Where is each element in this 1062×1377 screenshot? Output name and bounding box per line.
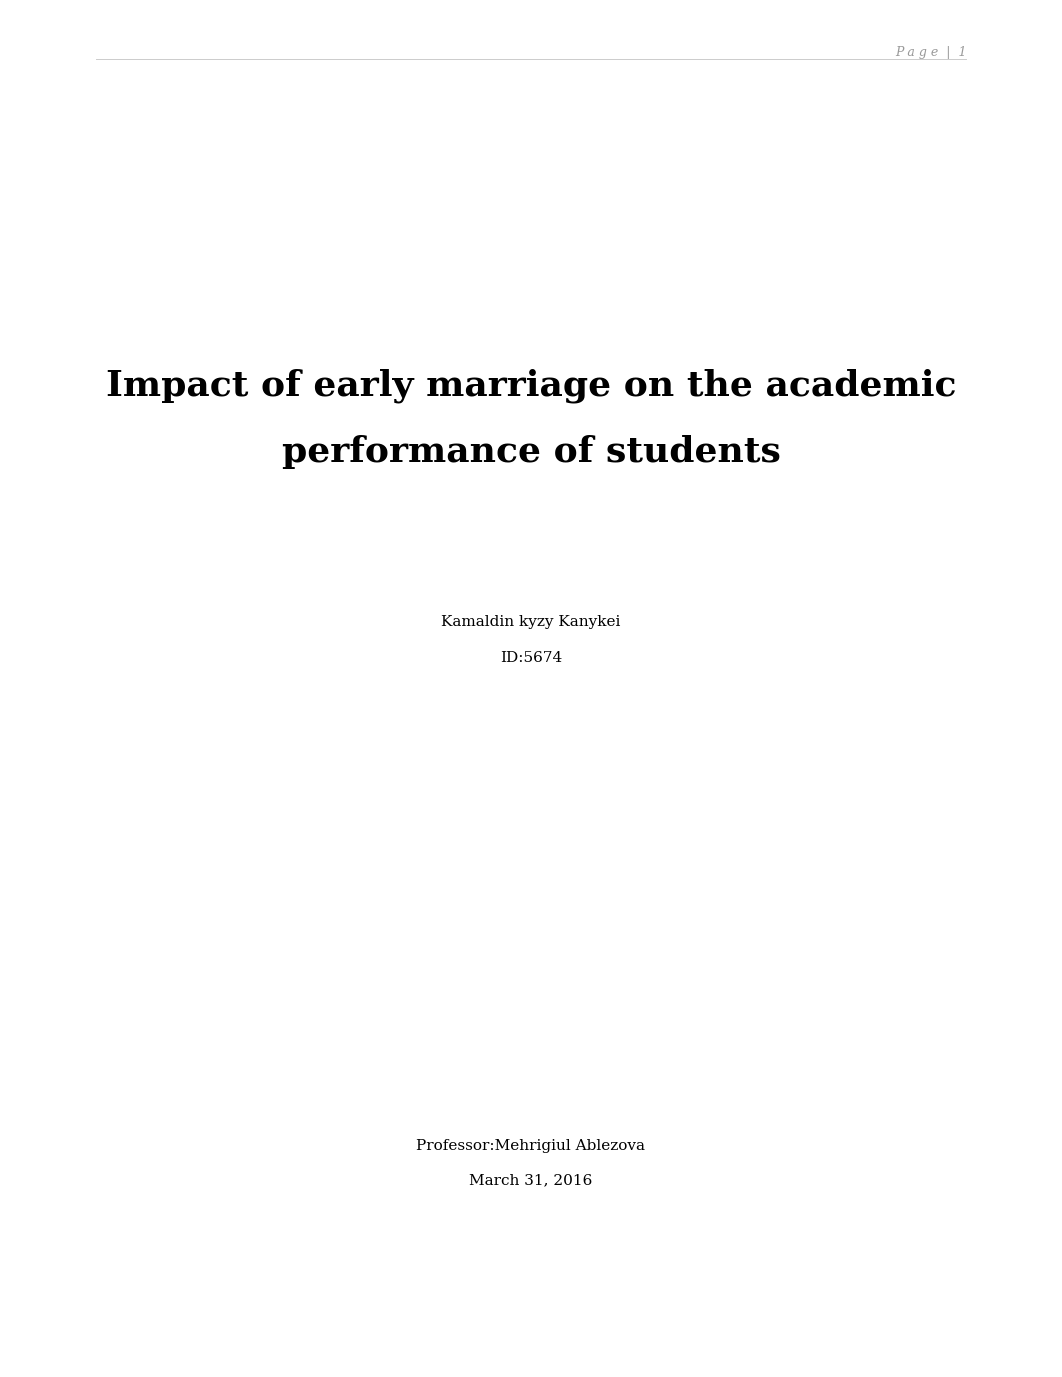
- Text: performance of students: performance of students: [281, 435, 781, 468]
- Text: P a g e  |  1: P a g e | 1: [895, 45, 966, 59]
- Text: ID:5674: ID:5674: [500, 651, 562, 665]
- Text: Professor:Mehrigiul Ablezova: Professor:Mehrigiul Ablezova: [416, 1139, 646, 1153]
- Text: March 31, 2016: March 31, 2016: [469, 1173, 593, 1187]
- Text: Impact of early marriage on the academic: Impact of early marriage on the academic: [106, 368, 956, 403]
- Text: Kamaldin kyzy Kanykei: Kamaldin kyzy Kanykei: [442, 616, 620, 629]
